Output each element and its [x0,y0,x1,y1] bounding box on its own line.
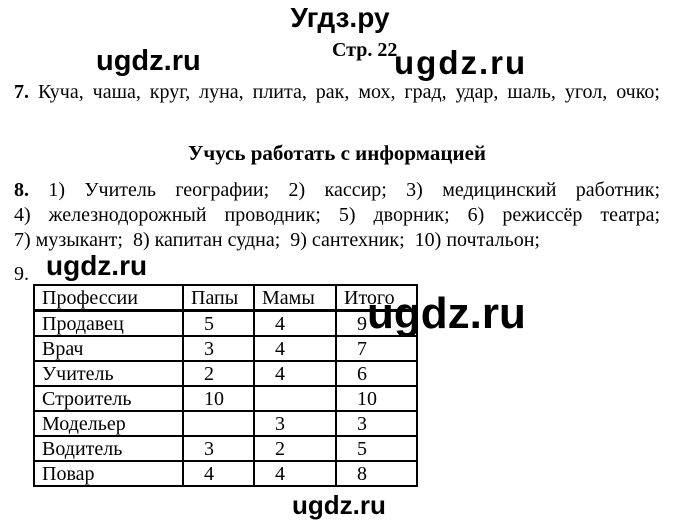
header-dads: Папы [182,284,255,312]
profession-cell: Учитель [33,360,184,387]
value-cell: 10 [335,385,418,412]
value-cell: 4 [253,360,337,387]
header-total: Итого [335,284,418,312]
table-row: Учитель 2 4 6 [33,360,418,387]
value-cell: 5 [335,435,418,462]
section-heading: Учусь работать с информацией [187,141,487,165]
watermark-bottom: ugdz.ru [292,490,386,520]
item-8-line-1-text: 1) Учитель географии; 2) кассир; 3) меди… [48,179,661,201]
watermark-over-table: ugdz.ru [367,289,526,338]
table-row: Строитель 10 10 [33,385,418,412]
value-cell [182,410,255,437]
profession-cell: Строитель [33,385,184,412]
answer-item-7: 7. Куча, чаша, круг, луна, плита, рак, м… [14,80,660,104]
value-cell: 6 [335,360,418,387]
item-7-text: Куча, чаша, круг, луна, плита, рак, мох,… [37,81,660,103]
item-9-number: 9. [14,263,29,285]
watermark-top-right: ugdz.ru [394,44,528,81]
value-cell: 4 [253,460,337,487]
value-cell: 4 [253,335,337,362]
site-title: Угдз.ру [290,2,390,33]
profession-cell: Продавец [33,309,184,337]
value-cell: 4 [253,309,337,337]
item-8-line-3: 7) музыкант; 8) капитан судна; 9) сантех… [14,229,540,251]
item-8-line-1: 8. 1) Учитель географии; 2) кассир; 3) м… [14,178,660,203]
table-row: Продавец 5 4 9 [33,309,418,337]
profession-cell: Водитель [33,435,184,462]
header-moms: Мамы [253,284,337,312]
watermark-middle-left: ugdz.ru [46,250,148,281]
table-row: Водитель 3 2 5 [33,435,418,462]
table-row: Повар 4 4 8 [33,460,418,487]
value-cell: 5 [182,309,255,337]
table-row: Врач 3 4 7 [33,335,418,362]
profession-cell: Врач [33,335,184,362]
value-cell: 10 [182,385,255,412]
profession-cell: Повар [33,460,184,487]
value-cell: 4 [182,460,255,487]
value-cell: 3 [335,410,418,437]
value-cell: 2 [182,360,255,387]
answer-item-8: 8. 1) Учитель географии; 2) кассир; 3) м… [14,178,660,253]
value-cell: 7 [335,335,418,362]
table-row: Модельер 3 3 [33,410,418,437]
answers-table: Профессии Папы Мамы Итого Продавец 5 4 9 Вра… [33,284,418,487]
header-professions: Профессии [33,284,184,312]
value-cell [253,385,337,412]
item-8-line-2: 4) железнодорожный проводник; 5) дворник… [14,204,660,226]
value-cell: 3 [182,335,255,362]
profession-cell: Модельер [33,410,184,437]
item-7-number: 7. [14,81,29,103]
watermark-top-left: ugdz.ru [96,45,201,77]
value-cell: 3 [253,410,337,437]
value-cell: 3 [182,435,255,462]
item-8-number: 8. [14,179,29,201]
value-cell: 8 [335,460,418,487]
value-cell: 2 [253,435,337,462]
table-header-row: Профессии Папы Мамы Итого [33,284,418,312]
page-number-label: Стр. 22 [332,39,398,61]
